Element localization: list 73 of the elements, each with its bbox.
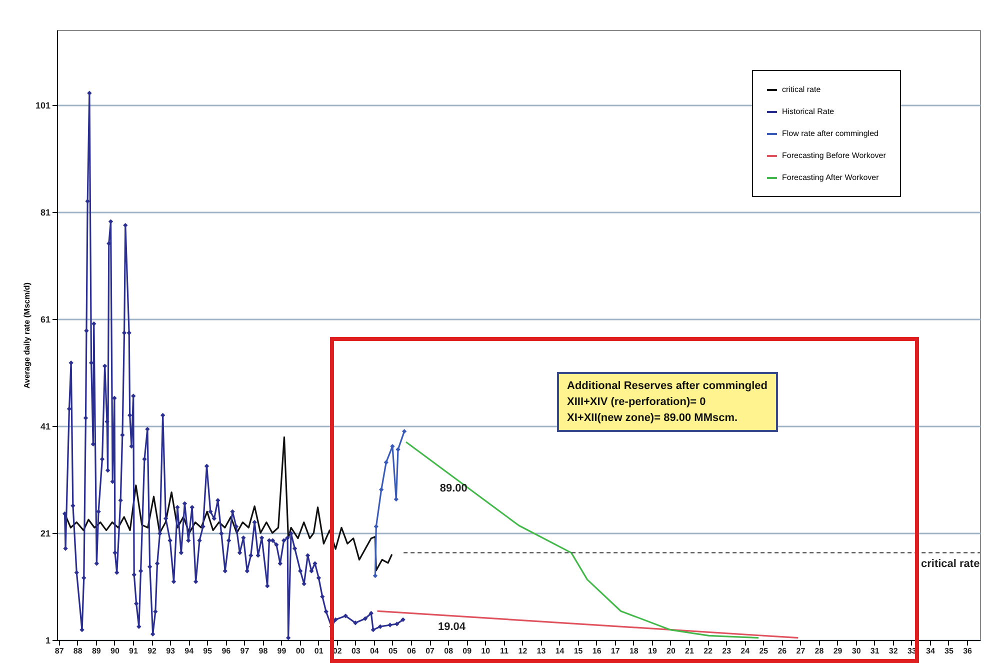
x-tick-label: 91 <box>129 646 138 656</box>
annotation: critical rate <box>920 558 980 570</box>
x-tick-label: 11 <box>500 646 509 656</box>
x-tick-label: 29 <box>833 646 843 656</box>
x-tick-label: 98 <box>258 646 268 656</box>
line-series <box>405 441 760 639</box>
x-tick-label: 89 <box>92 646 102 656</box>
x-tick-label: 36 <box>963 646 973 656</box>
y-axis-title: Average daily rate (Mscm/d) <box>22 282 32 388</box>
x-tick-label: 19 <box>648 646 658 656</box>
point <box>384 460 389 465</box>
legend-label: critical rate <box>782 85 822 94</box>
x-tick-label: 87 <box>54 646 64 656</box>
y-tick-label: 81 <box>40 207 50 218</box>
x-tick-label: 05 <box>388 646 398 656</box>
x-tick-label: 94 <box>184 646 194 656</box>
x-tick-label: 14 <box>555 646 565 656</box>
x-tick-label: 28 <box>814 646 824 656</box>
x-tick-label: 20 <box>666 646 676 656</box>
x-tick-label: 93 <box>166 646 176 656</box>
y-tick-label: 21 <box>40 528 50 538</box>
x-tick-label: 16 <box>592 646 602 656</box>
x-tick-label: 01 <box>314 646 324 656</box>
x-tick-label: 08 <box>444 646 454 656</box>
annotation: XIII+XIV (re-perforation)= 0 <box>567 395 707 410</box>
x-tick-label: 34 <box>926 646 936 656</box>
x-tick-label: 96 <box>222 646 232 656</box>
x-tick-label: 18 <box>629 646 639 656</box>
x-tick-label: 95 <box>203 646 213 656</box>
annotation: XI+XII(new zone)= 89.00 MMscm. <box>567 411 739 426</box>
x-tick-label: 06 <box>407 646 416 656</box>
x-tick-label: 25 <box>759 646 769 656</box>
legend-label: Flow rate after commingled <box>782 129 878 138</box>
x-tick-label: 07 <box>426 646 436 656</box>
x-tick-label: 15 <box>574 646 584 656</box>
x-tick-label: 97 <box>240 646 250 656</box>
point <box>396 447 400 452</box>
x-tick-label: 31 <box>870 646 880 656</box>
point <box>374 524 379 529</box>
x-tick-label: 99 <box>277 646 287 656</box>
point <box>402 428 407 434</box>
x-tick-label: 23 <box>722 646 732 656</box>
annotation: 19.04 <box>438 620 466 633</box>
x-tick-label: 92 <box>148 646 158 656</box>
note-box: Additional Reserves after commingled XIII+XIV (re-perforation)= 0 XI+XII(new zone)= 89.00 MMscm. <box>557 372 778 432</box>
x-tick-label: 22 <box>704 646 714 656</box>
legend-label: Historical Rate <box>782 107 835 116</box>
x-tick-label: 90 <box>110 646 120 656</box>
x-tick-label: 26 <box>778 646 788 656</box>
x-tick-label: 21 <box>685 646 695 656</box>
x-tick-label: 27 <box>796 646 806 656</box>
y-tick-label: 41 <box>40 421 50 432</box>
x-tick-label: 88 <box>73 646 83 656</box>
x-tick-label: 12 <box>518 646 528 656</box>
x-tick-label: 30 <box>852 646 862 656</box>
y-tick-label: 1 <box>45 636 50 646</box>
x-tick-label: 35 <box>944 646 954 656</box>
annotation: Additional Reserves after commingled <box>567 379 768 394</box>
x-tick-label: 10 <box>481 646 491 656</box>
y-tick-label: 61 <box>40 314 50 324</box>
x-tick-label: 32 <box>888 646 898 656</box>
legend-label: Forecasting After Workover <box>782 173 880 182</box>
x-tick-label: 00 <box>296 646 306 656</box>
x-tick-label: 13 <box>536 646 546 656</box>
point <box>379 487 384 492</box>
x-tick-label: 09 <box>462 646 472 656</box>
legend-label: Forecasting Before Workover <box>782 151 886 160</box>
x-tick-label: 17 <box>610 646 620 656</box>
x-tick-label: 04 <box>370 646 380 656</box>
x-tick-label: 24 <box>740 646 750 656</box>
y-tick-label: 101 <box>35 100 50 110</box>
annotation: 89.00 <box>440 482 468 494</box>
x-tick-label: 03 <box>351 646 361 656</box>
